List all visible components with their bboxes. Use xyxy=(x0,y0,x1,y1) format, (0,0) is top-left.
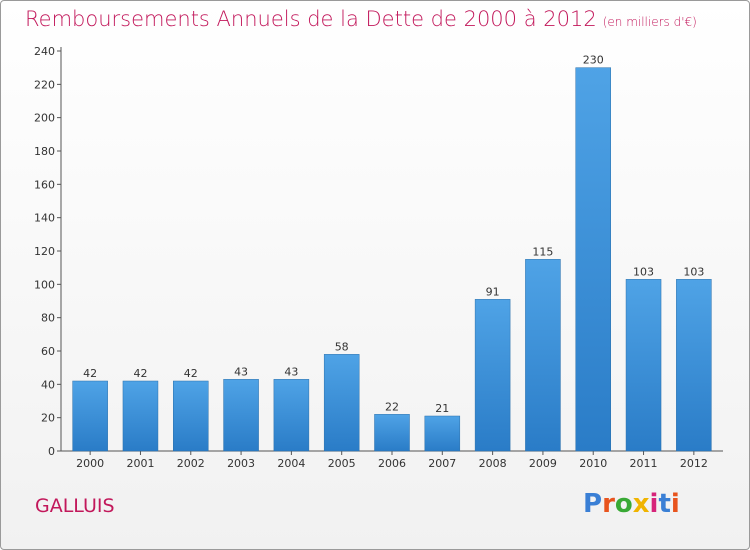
x-tick-label: 2009 xyxy=(529,457,557,470)
chart-title: Remboursements Annuels de la Dette de 20… xyxy=(25,7,697,31)
y-tick-label: 220 xyxy=(34,78,55,91)
y-tick-label: 160 xyxy=(34,178,55,191)
labels: 42 42 42 43 43 58 22 21 91 115 230 103 103 xyxy=(83,54,704,415)
logo-letter: t xyxy=(658,489,671,519)
bar-value-label: 103 xyxy=(633,265,654,278)
bar-value-label: 58 xyxy=(335,340,349,353)
proxiti-logo: Proxiti xyxy=(583,489,680,519)
logo-letter: x xyxy=(632,489,650,519)
y-tick-label: 120 xyxy=(34,245,55,258)
bar-value-label: 22 xyxy=(385,400,399,413)
bar-value-label: 42 xyxy=(133,367,147,380)
x-tick-label: 2005 xyxy=(328,457,356,470)
logo-letter: i xyxy=(670,489,680,519)
bar xyxy=(122,380,159,452)
bar xyxy=(374,414,410,452)
bar xyxy=(223,379,259,452)
x-tick-label: 2008 xyxy=(479,457,507,470)
bar-value-label: 230 xyxy=(583,54,604,67)
bar-value-label: 103 xyxy=(683,265,704,278)
bar-value-label: 21 xyxy=(435,402,449,415)
bar xyxy=(676,279,712,452)
bar xyxy=(323,354,360,452)
bar-value-label: 43 xyxy=(284,365,298,378)
x-tick-label: 2000 xyxy=(76,457,104,470)
y-tick-label: 0 xyxy=(48,445,55,458)
bar xyxy=(424,415,461,452)
chart-unit-note: (en milliers d'€) xyxy=(602,15,697,29)
chart-title-text: Remboursements Annuels de la Dette de 20… xyxy=(25,7,597,31)
bars xyxy=(72,67,712,452)
x-tick-label: 2002 xyxy=(177,457,205,470)
bar xyxy=(625,279,662,452)
bar-value-label: 91 xyxy=(486,285,500,298)
commune-name: GALLUIS xyxy=(35,495,115,517)
x-tick-label: 2011 xyxy=(630,457,658,470)
bar xyxy=(173,380,209,452)
x-tick-label: 2007 xyxy=(428,457,456,470)
logo-letter: i xyxy=(649,489,659,519)
bar xyxy=(72,380,108,452)
x-tick-label: 2003 xyxy=(227,457,255,470)
x-tick-label: 2006 xyxy=(378,457,406,470)
y-tick-label: 140 xyxy=(34,212,55,225)
y-tick-label: 20 xyxy=(41,412,55,425)
x-tick-label: 2012 xyxy=(680,457,708,470)
bar-value-label: 42 xyxy=(83,367,97,380)
y-tick-label: 100 xyxy=(34,278,55,291)
bar xyxy=(273,379,310,452)
logo-letter: r xyxy=(602,489,615,519)
logo-letter: o xyxy=(614,489,633,519)
x-tick-label: 2010 xyxy=(579,457,607,470)
y-tick-label: 80 xyxy=(41,312,55,325)
x-tick-label: 2004 xyxy=(277,457,305,470)
axes: 0 20 40 60 80 100 120 140 160 180 200 220 240 2000 200… xyxy=(34,45,723,470)
bar xyxy=(525,259,561,452)
y-tick-label: 60 xyxy=(41,345,55,358)
x-tick-label: 2001 xyxy=(126,457,154,470)
bar xyxy=(474,299,511,452)
bar-value-label: 43 xyxy=(234,365,248,378)
bar-value-label: 115 xyxy=(532,245,553,258)
y-tick-label: 180 xyxy=(34,145,55,158)
y-tick-label: 200 xyxy=(34,112,55,125)
y-tick-label: 240 xyxy=(34,45,55,58)
bar-value-label: 42 xyxy=(184,367,198,380)
y-tick-label: 40 xyxy=(41,378,55,391)
logo-letter: P xyxy=(583,489,603,519)
bar xyxy=(575,67,611,452)
